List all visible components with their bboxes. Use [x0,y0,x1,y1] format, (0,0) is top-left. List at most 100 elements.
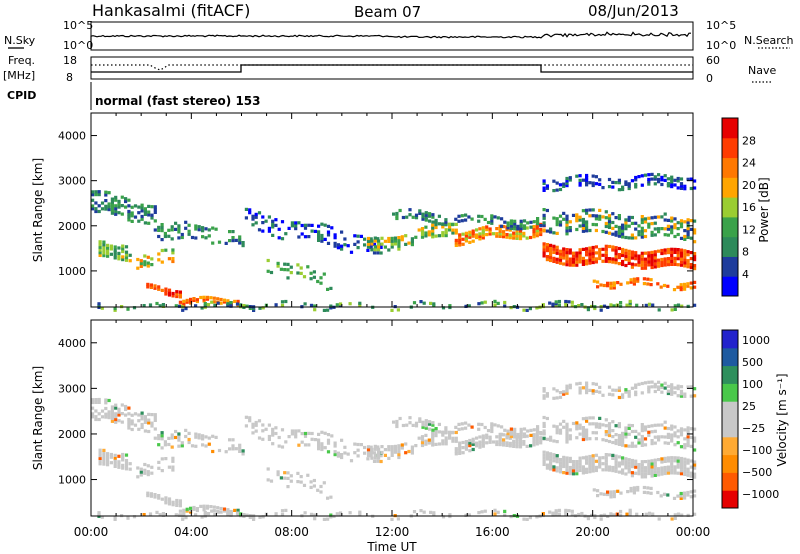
power-cell [317,224,321,228]
power-cell [379,251,383,255]
power-cell [624,263,628,268]
velocity-cell [607,392,612,396]
velocity-cell [211,449,215,454]
velocity-cell [673,468,677,472]
power-cell [502,230,506,234]
power-cell [171,251,175,255]
power-cell [621,232,625,236]
velocity-cell [640,472,644,476]
power-cell [139,261,143,266]
velocity-cell [571,460,576,464]
power-cell [411,215,415,219]
velocity-cell [535,432,539,436]
velocity-cell [110,414,114,418]
velocity-colorbar-tick: 1000 [742,334,770,347]
velocity-colorbar-tick: 100 [742,378,763,391]
velocity-cell [102,451,106,455]
power-cell [660,178,664,182]
velocity-cell [234,447,238,451]
power-cell [630,215,634,220]
velocity-cell [317,447,321,451]
power-cell [174,227,178,231]
velocity-cell [647,471,651,476]
power-cell [643,260,648,264]
power-cell [192,298,196,302]
velocity-cell [679,494,683,498]
power-cell [431,232,435,236]
power-cell [679,225,684,229]
velocity-cell [647,385,651,389]
power-cell [410,240,414,244]
power-cell [588,181,592,185]
velocity-cell [107,416,111,420]
velocity-cell [431,431,435,435]
velocity-cell [130,413,134,417]
velocity-cell [680,513,684,517]
power-cell [673,250,677,254]
velocity-cell [424,424,428,428]
power-cell [147,210,151,214]
power-cell [611,212,615,216]
power-cell [211,226,215,230]
power-cell [201,235,205,239]
velocity-cell [401,423,405,428]
power-cell [114,204,118,208]
velocity-cell [598,416,602,420]
power-cell [333,241,337,245]
power-cell [217,240,222,244]
power-cell [467,304,471,308]
power-cell [666,247,670,252]
power-cell [643,266,648,270]
velocity-cell [306,473,310,477]
power-cell [693,179,697,183]
velocity-cell [171,459,175,463]
velocity-cell [522,442,526,446]
power-cell [280,300,285,304]
velocity-cell [434,427,438,431]
velocity-cell [414,444,418,448]
power-cell [307,223,311,227]
velocity-cell [558,458,563,462]
velocity-cell [216,510,220,514]
power-cell [104,199,108,203]
velocity-cell [571,472,576,476]
velocity-cell [637,441,641,445]
power-cell [498,234,502,238]
power-cell [657,227,661,231]
velocity-cell [390,453,394,457]
power-cell [143,254,147,258]
velocity-cell [528,516,532,520]
power-cell [140,214,144,219]
velocity-cell [171,503,175,507]
power-colorbar-frame [721,117,739,297]
power-cell [170,225,174,229]
power-colorbar-swatch [722,197,738,218]
power-cell [594,251,598,255]
velocity-cell [143,471,147,475]
power-cell [604,221,608,226]
power-cell [653,233,657,237]
velocity-cell [606,492,610,497]
power-cell [226,304,230,308]
power-cell [686,177,690,181]
power-cell [640,217,644,222]
power-cell [397,238,401,243]
power-cell [683,187,687,191]
power-cell [464,239,468,243]
velocity-cell [117,410,121,414]
velocity-cell [133,412,138,416]
power-cell [647,225,651,229]
velocity-cell [205,504,210,508]
velocity-cell [621,440,625,444]
power-cell [396,308,400,312]
power-cell [109,244,113,248]
power-cell [94,207,98,211]
power-cell [650,222,654,226]
power-colorbar-tick: 28 [742,134,756,147]
power-cell [373,245,377,249]
velocity-cell [611,465,615,470]
velocity-cell [106,460,110,464]
velocity-cell [468,438,472,443]
power-cell [640,235,644,239]
power-cell [424,234,428,238]
